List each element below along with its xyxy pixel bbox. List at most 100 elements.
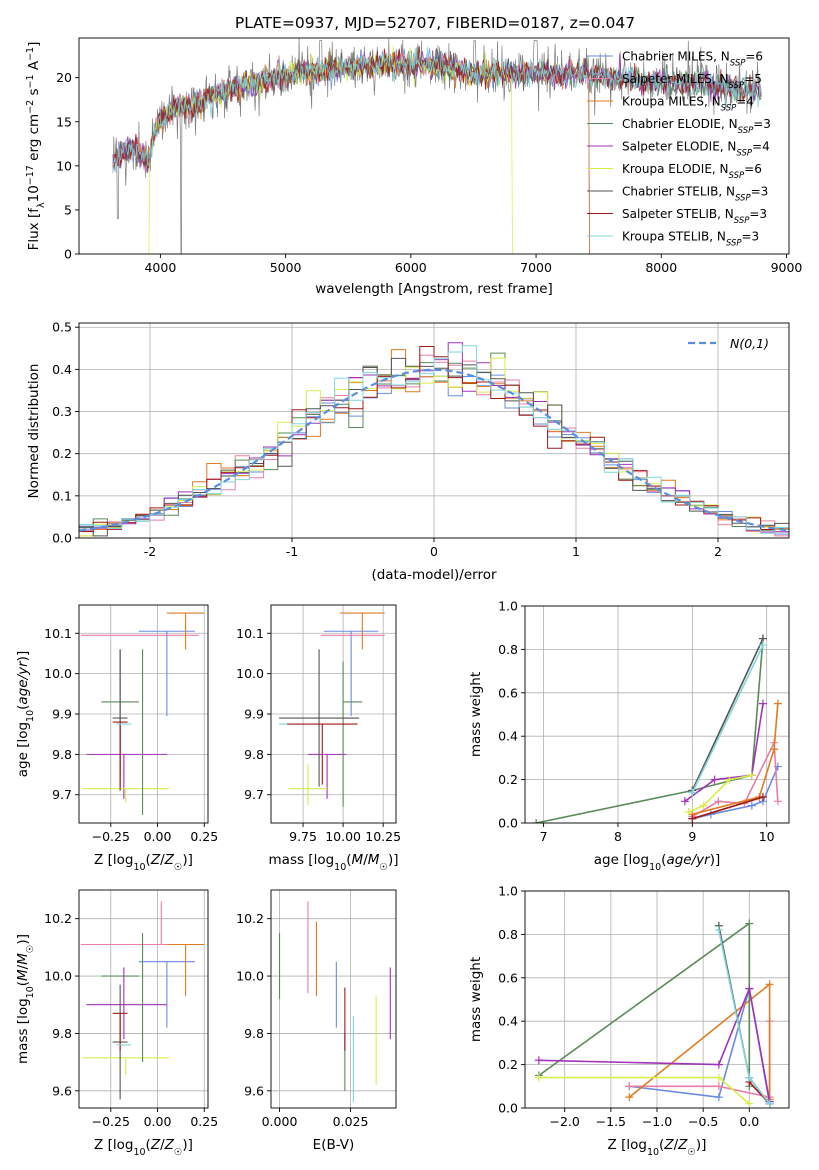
label-part: E(B-V) <box>313 1137 355 1153</box>
y-tick-label: 0.4 <box>498 1014 518 1029</box>
legend-label: Salpeter MILES, NSSP=5 <box>622 72 762 91</box>
y-tick-label: 9.9 <box>244 707 264 722</box>
label-part: ( <box>146 852 151 868</box>
legend-value: =6 <box>745 50 763 64</box>
legend-sub: SSP <box>729 81 745 91</box>
label-part: 10 <box>649 862 661 873</box>
series-line <box>688 774 752 813</box>
series-marker <box>773 699 782 708</box>
legend-label: Chabrier MILES, NSSP=6 <box>622 50 763 69</box>
y-tick-label: 9.6 <box>52 1083 72 1098</box>
plot-area <box>278 901 391 1103</box>
x-axis-label: Z [log10(Z/Z☉)] <box>94 1137 193 1158</box>
label-part: Z <box>663 1137 674 1153</box>
series-marker <box>758 792 767 801</box>
label-part: )] <box>15 651 31 662</box>
label-part: age [log <box>594 852 649 868</box>
data-point <box>279 649 360 787</box>
series-line <box>538 921 751 1087</box>
axes-frame: −0.25 0.00 0.25 9.6 9.8 10.0 10.2 <box>44 889 218 1129</box>
axes-age_vs_mass: 9.75 10.00 10.25 9.7 9.8 9.9 10.0 10.1 mass [log… <box>236 604 401 873</box>
legend-label: N(0,1) <box>730 336 769 351</box>
label-part: ☉ <box>379 862 388 873</box>
legend-sub: SSP <box>738 126 754 136</box>
label-part: age [log <box>15 722 31 777</box>
label-part: 10 <box>133 862 145 873</box>
x-tick-label: -2 <box>144 544 156 559</box>
plot-area <box>279 612 385 807</box>
label-part: / <box>160 1137 165 1153</box>
residual-histogram <box>79 345 789 534</box>
label-part: M <box>15 969 31 981</box>
axes-border <box>78 37 790 255</box>
label-part: M <box>15 953 31 965</box>
data-point <box>82 788 169 803</box>
grid-lines <box>271 890 396 1108</box>
x-axis-label: mass [log10(M/M☉)] <box>269 852 399 873</box>
y-tick-label: 0.4 <box>52 362 72 377</box>
weight-series <box>534 984 774 1106</box>
x-tick-label: 0.25 <box>190 829 218 844</box>
weight-series <box>688 762 782 823</box>
legend-sub: SSP <box>734 216 750 226</box>
x-tick-label: 0.00 <box>144 1114 172 1129</box>
y-tick-label: 20 <box>56 70 72 85</box>
legend-sub: SSP <box>729 171 745 181</box>
axes-mass_vs_Z: −0.25 0.00 0.259.69.810.010.2Z [log10(Z/Z☉… <box>15 889 218 1158</box>
legend-name: Kroupa MILES, N <box>622 95 721 109</box>
y-axis-label: mass weight <box>468 957 484 1042</box>
series-marker <box>745 1073 754 1082</box>
x-tick-label: 5000 <box>270 260 302 275</box>
x-tick-label: 10.25 <box>365 829 401 844</box>
x-tick-label: 0 <box>430 544 438 559</box>
axes-mass_weight_vs_Z: −2.0 −1.5 −1.0 −0.5 0.0 0.0 0.2 0.4 0.6 0.8 1.0 Z [… <box>468 884 790 1158</box>
data-point <box>287 723 358 785</box>
series-marker <box>688 814 697 823</box>
series-marker <box>725 775 734 784</box>
y-axis-label: Flux [fλ10−17 erg cm−2 s−1 A−1] <box>25 42 47 251</box>
y-tick-label: 0.6 <box>498 685 518 700</box>
x-tick-label: −1.0 <box>642 1114 672 1129</box>
label-part: −17 <box>25 165 36 185</box>
y-tick-label: 0.8 <box>498 927 518 942</box>
y-tick-label: 9.7 <box>244 787 264 802</box>
series-marker <box>758 641 767 650</box>
x-tick-label: 7 <box>540 829 548 844</box>
y-tick-label: 9.7 <box>52 787 72 802</box>
y-tick-label: 0.0 <box>52 531 72 546</box>
label-part: M <box>352 852 364 868</box>
label-part: ( <box>659 1137 664 1153</box>
spectrum-legend: Chabrier MILES, NSSP=6 Salpeter MILES, NS… <box>587 50 771 249</box>
label-part: −1 <box>25 74 36 88</box>
label-part: −1 <box>25 47 36 61</box>
y-tick-label: 0.8 <box>498 642 518 657</box>
weight-series <box>688 792 767 823</box>
series-line <box>538 985 771 1102</box>
label-part: )] <box>182 1137 193 1153</box>
label-part: )] <box>388 852 399 868</box>
series-marker <box>625 1082 634 1091</box>
series-marker <box>765 1099 774 1108</box>
legend-name: Salpeter STELIB, N <box>622 207 734 221</box>
plot-area <box>534 919 774 1108</box>
x-tick-label: 0.000 <box>262 1114 298 1129</box>
legend-label: Salpeter STELIB, NSSP=3 <box>622 207 767 226</box>
x-tick-label: 9.75 <box>289 829 317 844</box>
weight-series <box>714 926 774 1108</box>
series-marker <box>773 797 782 806</box>
y-tick-label: 10.2 <box>44 911 72 926</box>
legend-value: =3 <box>742 230 760 244</box>
series-line <box>538 1076 750 1105</box>
label-part: mass [log <box>269 852 335 868</box>
residual-legend: N(0,1) <box>688 336 769 351</box>
x-tick-label: −2.0 <box>550 1114 580 1129</box>
x-tick-label: 0.25 <box>190 1114 218 1129</box>
label-part: 10 <box>334 862 346 873</box>
y-tick-label: 9.6 <box>244 1083 264 1098</box>
legend-label: Kroupa STELIB, NSSP=3 <box>622 230 759 249</box>
legend-name: Chabrier STELIB, N <box>622 185 735 199</box>
y-tick-label: 0.0 <box>498 1101 518 1116</box>
label-part: ☉ <box>25 945 36 954</box>
label-part: 10 <box>133 1147 145 1158</box>
series-marker <box>714 1060 723 1069</box>
